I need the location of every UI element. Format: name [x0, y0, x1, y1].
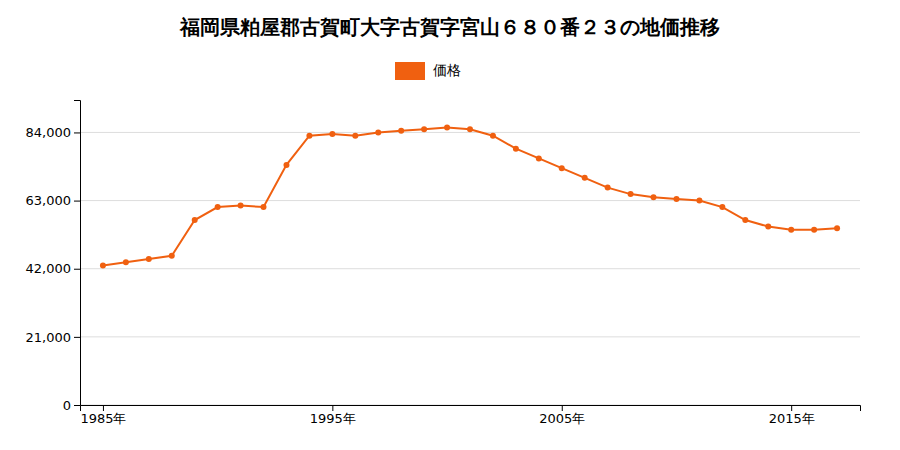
- point: [651, 194, 657, 200]
- point: [788, 227, 794, 233]
- point: [834, 225, 840, 231]
- point: [283, 162, 289, 168]
- point: [811, 227, 817, 233]
- x-tick: 1995年: [310, 405, 356, 426]
- y-tick-mark: [74, 337, 80, 338]
- y-tick-label: 63,000: [26, 193, 72, 208]
- y-tick: 84,000: [26, 125, 81, 140]
- point: [306, 133, 312, 139]
- point: [238, 202, 244, 208]
- y-tick-label: 21,000: [26, 330, 72, 345]
- grid-line: [80, 268, 860, 269]
- point: [605, 185, 611, 191]
- point: [536, 155, 542, 161]
- x-tick-mark: [791, 405, 792, 411]
- point: [215, 204, 221, 210]
- point: [696, 198, 702, 204]
- point: [421, 126, 427, 132]
- point: [628, 191, 634, 197]
- series-group: [100, 125, 840, 269]
- x-axis: 1985年 1995年 2005年 2015年: [80, 405, 860, 426]
- y-tick-mark: [74, 269, 80, 270]
- y-tick: 21,000: [26, 330, 81, 345]
- x-tick: 2005年: [539, 405, 585, 426]
- point: [352, 133, 358, 139]
- y-tick: 0: [63, 398, 80, 413]
- x-tick-label: 1985年: [80, 411, 126, 426]
- point: [742, 217, 748, 223]
- grid-line: [80, 336, 860, 337]
- point: [192, 217, 198, 223]
- x-tick: 1985年: [80, 405, 126, 426]
- grid: [80, 132, 860, 405]
- point: [582, 175, 588, 181]
- grid-line: [80, 200, 860, 201]
- point: [375, 129, 381, 135]
- point: [100, 262, 106, 268]
- x-tick-mark: [332, 405, 333, 411]
- x-tick-label: 1995年: [310, 411, 356, 426]
- x-tick-mark: [562, 405, 563, 411]
- x-tick-mark: [103, 405, 104, 411]
- x-tick: 2015年: [769, 405, 815, 426]
- point: [513, 146, 519, 152]
- y-axis-line: [74, 101, 81, 406]
- y-tick-mark: [74, 201, 80, 202]
- point: [719, 204, 725, 210]
- point: [673, 196, 679, 202]
- y-tick-label: 84,000: [26, 125, 72, 140]
- y-tick: 63,000: [26, 193, 81, 208]
- point: [261, 204, 267, 210]
- y-tick-label: 0: [63, 398, 71, 413]
- point: [559, 165, 565, 171]
- point: [146, 256, 152, 262]
- point: [467, 126, 473, 132]
- point: [398, 128, 404, 134]
- y-tick-mark: [74, 132, 80, 133]
- legend-swatch: [395, 62, 425, 80]
- title: 福岡県粕屋郡古賀町大字古賀字宮山６８０番２３の地価推移: [179, 15, 720, 39]
- y-tick: 42,000: [26, 261, 81, 276]
- point: [765, 224, 771, 230]
- x-tick-label: 2015年: [769, 411, 815, 426]
- point: [169, 253, 175, 259]
- legend-label: 価格: [433, 62, 461, 78]
- y-tick-mark: [74, 405, 80, 406]
- point: [490, 133, 496, 139]
- legend: 価格: [395, 62, 461, 80]
- point: [329, 131, 335, 137]
- plot: 1985年 1995年 2005年 2015年 0 21,000 42,000 63,000 8…: [26, 101, 861, 427]
- y-tick-label: 42,000: [26, 261, 72, 276]
- y-axis: 0 21,000 42,000 63,000 84,000: [26, 101, 81, 413]
- point: [444, 125, 450, 131]
- line: [103, 128, 837, 266]
- point: [123, 259, 129, 265]
- x-tick-label: 2005年: [539, 411, 585, 426]
- chart: 福岡県粕屋郡古賀町大字古賀字宮山６８０番２３の地価推移 1985年 1995年 200…: [0, 0, 900, 450]
- x-axis-line: [81, 406, 861, 412]
